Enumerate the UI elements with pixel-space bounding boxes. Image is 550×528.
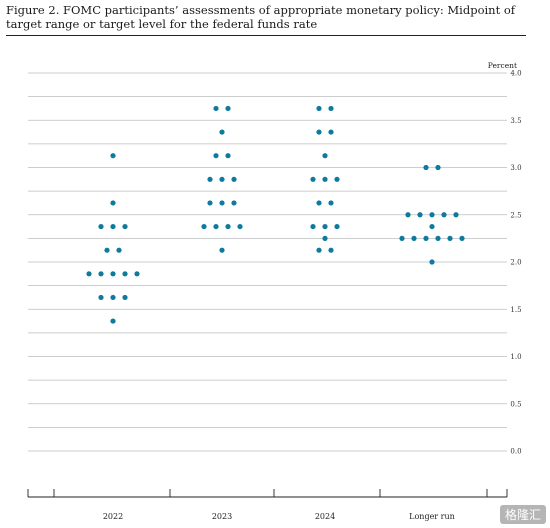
y-tick-label: 4.0 — [510, 70, 521, 78]
participant-dot — [334, 223, 340, 230]
participant-dot — [122, 271, 128, 277]
participant-dot — [399, 235, 405, 241]
participant-dot — [322, 153, 328, 159]
x-category-label: 2022 — [103, 512, 123, 521]
participant-dot — [231, 200, 237, 206]
participant-dot — [405, 212, 411, 218]
participant-dot — [110, 318, 116, 324]
participant-dot — [225, 105, 231, 112]
y-tick-label: 2.5 — [510, 211, 521, 219]
participant-dot — [429, 212, 435, 218]
y-tick-label: 1.0 — [510, 353, 521, 361]
participant-dot — [441, 212, 447, 218]
participant-dot — [213, 223, 219, 230]
participant-dot — [459, 235, 465, 241]
participant-dot — [237, 223, 243, 230]
participant-dot — [322, 223, 328, 230]
participant-dot — [98, 271, 104, 277]
y-tick-label: 0.5 — [510, 400, 521, 408]
participant-dot — [219, 129, 225, 135]
participant-dot — [225, 153, 231, 159]
participant-dot — [435, 235, 441, 241]
participant-dot — [104, 247, 110, 253]
participant-dot — [213, 153, 219, 159]
y-tick-labels: 4.0 3.5 3.0 2.5 2.0 1.5 1.0 0.5 0.0 — [510, 70, 521, 456]
y-tick-label: 0.0 — [510, 448, 521, 456]
x-axis — [27, 489, 508, 498]
participant-dot — [110, 153, 116, 159]
participant-dot — [310, 223, 316, 230]
participant-dot — [116, 247, 122, 253]
participant-dot — [328, 247, 334, 253]
participant-dot — [110, 223, 116, 230]
participant-dot — [322, 176, 328, 182]
title-rule — [6, 35, 526, 36]
y-tick-label: 3.0 — [510, 164, 521, 172]
y-tick-label: 2.0 — [510, 259, 521, 267]
participant-dot — [219, 176, 225, 182]
participant-dot — [213, 105, 219, 112]
participant-dot — [122, 223, 128, 230]
participant-dot — [411, 235, 417, 241]
x-category-label: Longer run — [409, 512, 455, 521]
participant-dot — [225, 223, 231, 230]
participant-dots — [86, 105, 465, 324]
participant-dot — [453, 212, 459, 218]
participant-dot — [219, 247, 225, 253]
participant-dot — [322, 235, 328, 241]
participant-dot — [316, 105, 322, 112]
participant-dot — [429, 223, 435, 230]
participant-dot — [328, 129, 334, 135]
participant-dot — [219, 200, 225, 206]
participant-dot — [435, 164, 441, 171]
participant-dot — [316, 247, 322, 253]
participant-dot — [429, 259, 435, 265]
participant-dot — [447, 235, 453, 241]
participant-dot — [134, 271, 140, 277]
x-category-labels: 2022 2023 2024 Longer run — [103, 512, 455, 521]
y-tick-label: 3.5 — [510, 117, 521, 125]
participant-dot — [316, 129, 322, 135]
y-tick-label: 1.5 — [510, 306, 521, 314]
participant-dot — [334, 176, 340, 182]
participant-dot — [122, 294, 128, 301]
grid-lines — [28, 72, 507, 452]
participant-dot — [86, 271, 92, 277]
watermark-badge: 格隆汇 — [499, 505, 546, 524]
participant-dot — [316, 200, 322, 206]
participant-dot — [328, 105, 334, 112]
participant-dot — [110, 271, 116, 277]
participant-dot — [231, 176, 237, 182]
participant-dot — [207, 176, 213, 182]
participant-dot — [310, 176, 316, 182]
participant-dot — [110, 294, 116, 301]
figure-title: Figure 2. FOMC participants’ assessments… — [6, 3, 516, 31]
y-axis-unit-label: Percent — [488, 61, 517, 70]
x-category-label: 2023 — [212, 512, 232, 521]
x-category-label: 2024 — [315, 512, 335, 521]
participant-dot — [110, 200, 116, 206]
participant-dot — [98, 294, 104, 301]
participant-dot — [423, 235, 429, 241]
participant-dot — [201, 223, 207, 230]
participant-dot — [207, 200, 213, 206]
participant-dot — [423, 164, 429, 171]
participant-dot — [417, 212, 423, 218]
participant-dot — [98, 223, 104, 230]
participant-dot — [328, 200, 334, 206]
